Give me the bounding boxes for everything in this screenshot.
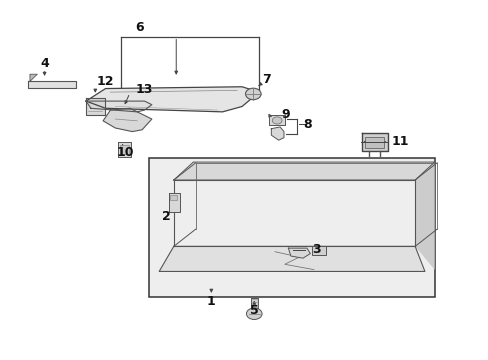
- Bar: [311, 246, 325, 255]
- Polygon shape: [27, 81, 76, 88]
- Text: 9: 9: [281, 108, 290, 121]
- Polygon shape: [414, 162, 434, 246]
- Polygon shape: [86, 98, 104, 115]
- Polygon shape: [159, 246, 424, 271]
- Polygon shape: [86, 101, 152, 112]
- Polygon shape: [271, 127, 284, 140]
- Text: 1: 1: [206, 295, 215, 308]
- Text: 10: 10: [116, 146, 134, 159]
- Text: 12: 12: [97, 75, 114, 88]
- Polygon shape: [86, 87, 259, 112]
- Text: 2: 2: [162, 210, 170, 223]
- Text: 8: 8: [303, 118, 311, 131]
- Text: 6: 6: [135, 21, 143, 34]
- Polygon shape: [361, 134, 387, 151]
- Text: 4: 4: [40, 57, 49, 70]
- Text: 7: 7: [262, 73, 270, 86]
- Polygon shape: [250, 298, 257, 312]
- Bar: [149, 158, 434, 297]
- Text: 3: 3: [311, 243, 320, 256]
- Bar: [120, 145, 129, 154]
- Polygon shape: [168, 193, 179, 212]
- Polygon shape: [103, 108, 152, 132]
- Polygon shape: [173, 162, 434, 180]
- Text: 11: 11: [391, 135, 408, 148]
- Circle shape: [245, 88, 261, 100]
- Polygon shape: [288, 248, 310, 258]
- Circle shape: [246, 308, 262, 319]
- Text: 13: 13: [136, 83, 153, 96]
- Bar: [170, 195, 177, 200]
- Polygon shape: [30, 74, 37, 81]
- Text: 5: 5: [249, 305, 258, 318]
- Circle shape: [272, 117, 282, 124]
- Polygon shape: [118, 142, 131, 157]
- Bar: [365, 137, 383, 148]
- Polygon shape: [414, 162, 434, 270]
- Polygon shape: [268, 116, 285, 126]
